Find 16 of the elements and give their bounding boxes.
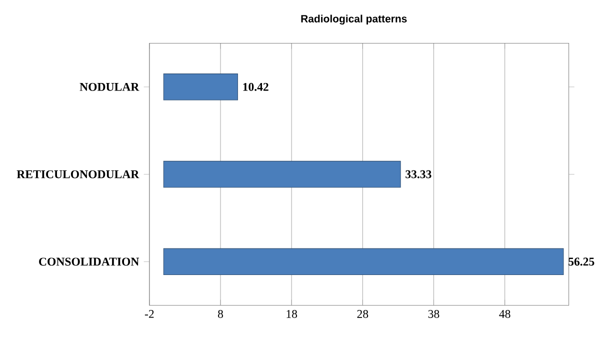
x-tick-label: 18 <box>286 310 298 318</box>
bar <box>163 248 564 276</box>
y-tick-label: CONSOLIDATION <box>39 258 140 266</box>
data-label: 33.33 <box>406 170 432 178</box>
x-tick-label: 8 <box>218 310 223 318</box>
chart-title: Radiological patterns <box>301 14 407 25</box>
x-tick-label: 48 <box>499 310 510 318</box>
data-label: 56.25 <box>568 258 594 266</box>
bar <box>163 74 238 100</box>
x-tick-label: -2 <box>144 310 154 318</box>
y-tick-label: NODULAR <box>80 82 140 91</box>
x-tick-label: 28 <box>357 310 368 318</box>
data-label: 10.42 <box>243 82 268 91</box>
x-tick-label: 38 <box>428 310 440 318</box>
bar <box>163 160 401 188</box>
y-tick-label: RETICULONODULAR <box>16 170 140 178</box>
